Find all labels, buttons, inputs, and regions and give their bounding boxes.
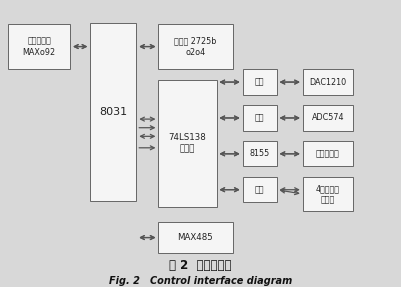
Text: 4个电机、
电振机: 4个电机、 电振机 (316, 184, 340, 204)
FancyBboxPatch shape (303, 69, 353, 95)
FancyBboxPatch shape (243, 69, 277, 95)
Text: 光隔: 光隔 (255, 113, 264, 123)
FancyBboxPatch shape (243, 105, 277, 131)
Text: DAC1210: DAC1210 (309, 77, 346, 87)
Text: 8155: 8155 (249, 149, 270, 158)
Text: 光隔: 光隔 (255, 77, 264, 87)
Text: Fig. 2   Control interface diagram: Fig. 2 Control interface diagram (109, 276, 292, 286)
Text: 程序监视器
MAXo92: 程序监视器 MAXo92 (22, 36, 56, 57)
FancyBboxPatch shape (8, 24, 70, 69)
FancyBboxPatch shape (303, 177, 353, 211)
Text: ADC574: ADC574 (312, 113, 344, 123)
Text: 8031: 8031 (99, 107, 128, 117)
Text: 图 2  控制接口图: 图 2 控制接口图 (169, 259, 232, 272)
FancyBboxPatch shape (303, 141, 353, 166)
Text: 存储器 2725b
o2o4: 存储器 2725b o2o4 (174, 36, 217, 57)
Text: 74LS138
译码器: 74LS138 译码器 (168, 133, 207, 154)
Text: MAX485: MAX485 (178, 233, 213, 242)
FancyBboxPatch shape (158, 222, 233, 253)
FancyBboxPatch shape (243, 177, 277, 202)
FancyBboxPatch shape (243, 141, 277, 166)
FancyBboxPatch shape (90, 23, 136, 201)
FancyBboxPatch shape (158, 24, 233, 69)
Text: 光隔: 光隔 (255, 185, 264, 194)
FancyBboxPatch shape (158, 80, 217, 207)
FancyBboxPatch shape (303, 105, 353, 131)
Text: 键盘、显示: 键盘、显示 (316, 149, 340, 158)
